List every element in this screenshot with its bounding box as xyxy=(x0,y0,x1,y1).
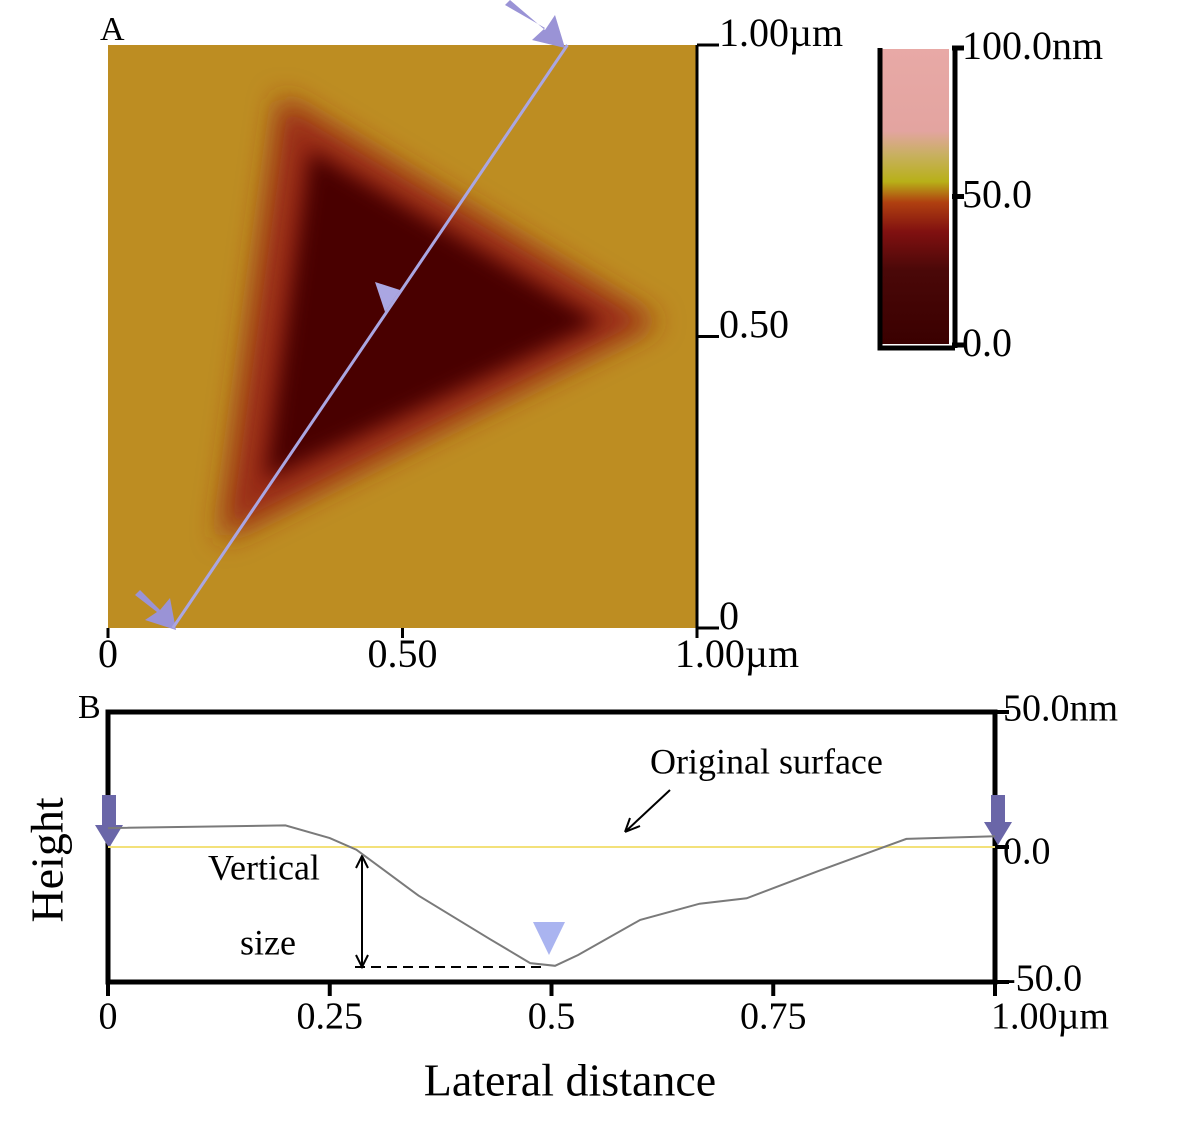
y-axis-label: Height xyxy=(22,797,73,922)
colorbar-tick-label: 50.0 xyxy=(962,172,1032,217)
panel-label: B xyxy=(78,689,101,726)
x-tick-label: 0 xyxy=(99,996,118,1038)
y-tick-label: 50.0nm xyxy=(1003,688,1118,730)
arrow-left xyxy=(95,795,123,848)
arrow-bottom xyxy=(135,590,176,630)
annotation-arrow xyxy=(624,789,671,833)
annotation: size xyxy=(240,922,296,962)
x-tick-label: 0.25 xyxy=(297,996,364,1038)
colorbar xyxy=(879,47,951,346)
colorbar-tick-label: 0.0 xyxy=(962,320,1012,365)
y-tick-label: -50.0 xyxy=(1003,958,1082,1000)
arrow-top xyxy=(505,0,565,48)
profile-line xyxy=(107,824,996,967)
x-tick-label: 0 xyxy=(98,631,118,676)
x-tick-label: 1.00µm xyxy=(991,996,1109,1038)
annotation: Vertical xyxy=(208,847,320,887)
x-tick-label: 0.5 xyxy=(528,996,576,1038)
x-tick-label: 0.50 xyxy=(368,631,438,676)
x-tick-label: 0.75 xyxy=(740,996,807,1038)
y-tick-label: 0 xyxy=(719,593,739,638)
colorbar-tick-label: 100.0nm xyxy=(962,23,1103,68)
x-tick-label: 1.00µm xyxy=(675,631,799,676)
arrow-right xyxy=(984,795,1012,845)
scan-line xyxy=(171,44,569,629)
panel-label: A xyxy=(100,11,125,48)
x-axis-label: Lateral distance xyxy=(424,1055,716,1106)
y-tick-label: 0.50 xyxy=(719,302,789,347)
cursor-marker xyxy=(533,922,565,955)
y-tick-label: 1.00µm xyxy=(719,10,843,55)
annotation: Original surface xyxy=(650,741,883,781)
cursor-marker xyxy=(375,282,400,312)
afm-panel xyxy=(108,0,958,630)
indent-core xyxy=(265,150,600,480)
y-tick-label: 0.0 xyxy=(1003,831,1051,873)
